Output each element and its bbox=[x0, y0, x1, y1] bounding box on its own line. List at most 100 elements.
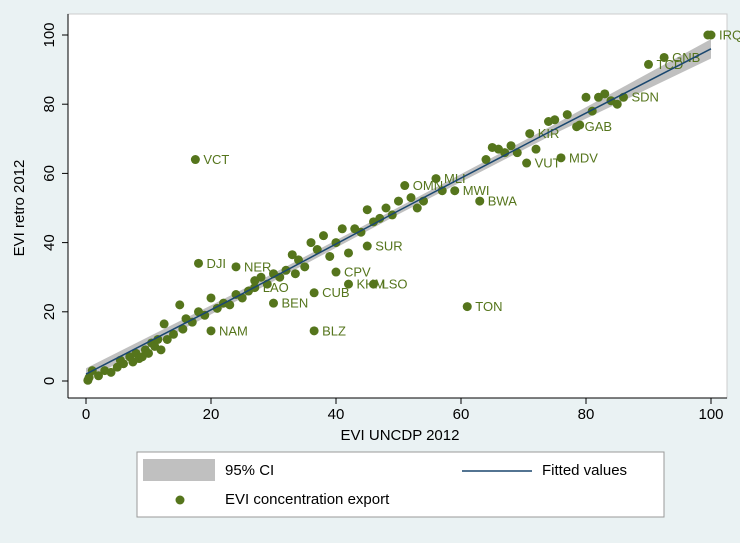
point-label: MWI bbox=[463, 183, 490, 198]
point bbox=[522, 158, 532, 168]
point bbox=[406, 193, 416, 203]
point bbox=[531, 144, 541, 154]
point-label: BWA bbox=[488, 194, 517, 209]
point bbox=[194, 258, 203, 268]
point bbox=[225, 300, 235, 310]
point bbox=[525, 129, 535, 139]
point-label: MDV bbox=[569, 150, 598, 165]
legend bbox=[136, 451, 665, 518]
point-label: BEN bbox=[282, 296, 309, 311]
fitted-line bbox=[85, 48, 712, 375]
legend-swatch bbox=[175, 495, 185, 505]
point-label: VCT bbox=[203, 152, 229, 167]
x-axis-title: EVI UNCDP 2012 bbox=[341, 427, 460, 444]
point bbox=[325, 251, 335, 261]
point bbox=[119, 359, 128, 369]
point bbox=[300, 262, 310, 272]
point bbox=[562, 110, 572, 120]
point bbox=[394, 196, 403, 206]
point bbox=[290, 269, 300, 279]
x-tick-label: 100 bbox=[698, 406, 723, 423]
point-label: VUT bbox=[535, 155, 561, 170]
point bbox=[450, 186, 460, 196]
y-tick-label: 80 bbox=[41, 96, 58, 113]
point bbox=[206, 293, 216, 303]
point bbox=[506, 141, 516, 151]
y-axis-title: EVI retro 2012 bbox=[11, 160, 28, 257]
point bbox=[319, 231, 328, 241]
legend-label: EVI concentration export bbox=[225, 491, 390, 508]
point bbox=[309, 326, 319, 336]
point bbox=[175, 300, 185, 310]
x-tick-label: 40 bbox=[328, 406, 345, 423]
point bbox=[381, 203, 391, 213]
point bbox=[400, 181, 410, 191]
point bbox=[375, 213, 385, 223]
point-label: NER bbox=[244, 259, 271, 274]
y-tick-label: 0 bbox=[41, 377, 58, 385]
point bbox=[178, 324, 188, 334]
legend-label: 95% CI bbox=[225, 462, 274, 479]
point-label: CPV bbox=[344, 264, 371, 279]
point bbox=[153, 334, 163, 344]
point bbox=[369, 279, 378, 289]
y-tick-label: 20 bbox=[41, 303, 58, 320]
x-tick-label: 20 bbox=[203, 406, 220, 423]
point bbox=[431, 174, 441, 184]
point bbox=[344, 248, 353, 258]
point bbox=[206, 326, 216, 336]
point-label: SDN bbox=[632, 90, 659, 105]
point bbox=[190, 155, 200, 165]
point bbox=[94, 371, 103, 381]
point bbox=[481, 155, 491, 165]
legend-label: Fitted values bbox=[542, 462, 627, 479]
point bbox=[256, 272, 266, 282]
point bbox=[306, 238, 316, 248]
x-tick-label: 0 bbox=[82, 406, 90, 423]
point bbox=[612, 99, 622, 109]
point-label: SUR bbox=[375, 238, 402, 253]
x-tick-label: 60 bbox=[453, 406, 470, 423]
point bbox=[659, 52, 669, 62]
point bbox=[575, 120, 585, 130]
point bbox=[412, 203, 422, 213]
point bbox=[337, 224, 347, 234]
point-label: CUB bbox=[322, 285, 349, 300]
point bbox=[600, 89, 610, 99]
point bbox=[269, 298, 278, 308]
point bbox=[362, 205, 372, 215]
point bbox=[156, 345, 166, 355]
point bbox=[703, 30, 713, 40]
point bbox=[144, 348, 153, 358]
x-tick-label: 80 bbox=[578, 406, 595, 423]
point bbox=[106, 367, 116, 377]
point bbox=[475, 196, 485, 206]
point bbox=[644, 59, 653, 69]
point bbox=[550, 115, 560, 125]
y-tick-label: 60 bbox=[41, 165, 58, 182]
point bbox=[287, 250, 297, 260]
point-label: IRQ bbox=[719, 27, 740, 42]
point bbox=[159, 319, 169, 329]
point-label: LSO bbox=[382, 277, 408, 292]
point-label: KHM bbox=[357, 277, 386, 292]
point-label: NAM bbox=[219, 323, 248, 338]
point bbox=[312, 245, 322, 255]
point bbox=[462, 302, 472, 312]
point-label: BLZ bbox=[322, 323, 346, 338]
point bbox=[84, 373, 94, 383]
point-label: TCD bbox=[657, 57, 684, 72]
point-label: GAB bbox=[585, 119, 612, 134]
y-tick-label: 100 bbox=[41, 22, 58, 47]
point bbox=[200, 310, 210, 320]
point bbox=[162, 334, 172, 344]
point-label: MLI bbox=[444, 171, 466, 186]
point-label: TON bbox=[475, 299, 502, 314]
point-label: DJI bbox=[207, 256, 227, 271]
point-label: GNB bbox=[672, 50, 700, 65]
point bbox=[309, 288, 319, 298]
point bbox=[344, 279, 353, 289]
y-tick-label: 40 bbox=[41, 234, 58, 251]
legend-swatch bbox=[143, 459, 215, 481]
